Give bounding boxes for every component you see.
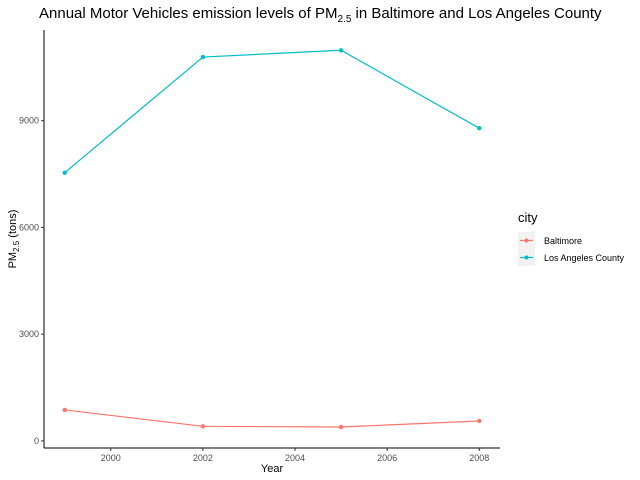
legend-label: Baltimore bbox=[544, 236, 582, 246]
y-axis-title: PM2.5 (tons) bbox=[7, 210, 21, 269]
data-point bbox=[200, 424, 206, 429]
legend-title: city bbox=[518, 210, 538, 225]
legend-key-point bbox=[524, 255, 529, 260]
data-point bbox=[62, 170, 67, 175]
data-point bbox=[477, 418, 482, 424]
y-tick-label: 3000 bbox=[19, 329, 39, 339]
data-point bbox=[477, 125, 482, 131]
x-tick-label: 2004 bbox=[285, 453, 305, 463]
y-tick-label: 9000 bbox=[19, 116, 39, 126]
legend-keys: Baltimore Los Angeles County bbox=[518, 232, 625, 266]
data-point bbox=[338, 48, 344, 53]
y-ticks: 0 3000 6000 9000 bbox=[19, 116, 44, 446]
series bbox=[62, 48, 482, 430]
x-tick-label: 2006 bbox=[377, 453, 397, 463]
data-point bbox=[200, 54, 206, 60]
data-point bbox=[338, 424, 344, 430]
x-tick-label: 2000 bbox=[101, 453, 121, 463]
x-ticks: 2000 2002 2004 2006 2008 bbox=[101, 448, 489, 463]
series-line bbox=[64, 49, 480, 174]
x-tick-label: 2002 bbox=[193, 453, 213, 463]
x-tick-label: 2008 bbox=[469, 453, 489, 463]
chart-title: Annual Motor Vehicles emission levels of… bbox=[39, 5, 602, 25]
legend: city Baltimore Los Angeles County bbox=[518, 210, 625, 266]
legend-key-point bbox=[524, 238, 529, 243]
series-line bbox=[64, 409, 480, 428]
y-tick-label: 0 bbox=[34, 436, 39, 446]
y-tick-label: 6000 bbox=[19, 222, 39, 232]
data-point bbox=[62, 407, 67, 413]
legend-label: Los Angeles County bbox=[544, 253, 625, 263]
x-axis-title: Year bbox=[261, 463, 284, 475]
